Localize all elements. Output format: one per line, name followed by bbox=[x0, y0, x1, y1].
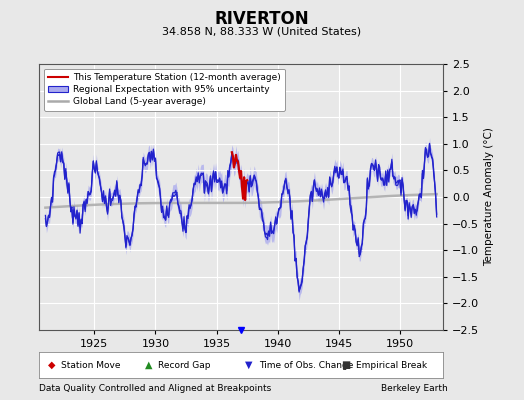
Text: 34.858 N, 88.333 W (United States): 34.858 N, 88.333 W (United States) bbox=[162, 26, 362, 36]
Text: Time of Obs. Change: Time of Obs. Change bbox=[259, 360, 354, 370]
Text: ◆: ◆ bbox=[48, 360, 55, 370]
Text: ▲: ▲ bbox=[145, 360, 152, 370]
Text: Record Gap: Record Gap bbox=[158, 360, 211, 370]
Text: Data Quality Controlled and Aligned at Breakpoints: Data Quality Controlled and Aligned at B… bbox=[39, 384, 271, 393]
Text: ■: ■ bbox=[341, 360, 351, 370]
Y-axis label: Temperature Anomaly (°C): Temperature Anomaly (°C) bbox=[485, 128, 495, 266]
Legend: This Temperature Station (12-month average), Regional Expectation with 95% uncer: This Temperature Station (12-month avera… bbox=[44, 68, 285, 111]
Text: Empirical Break: Empirical Break bbox=[356, 360, 427, 370]
Text: Station Move: Station Move bbox=[61, 360, 121, 370]
Text: Berkeley Earth: Berkeley Earth bbox=[381, 384, 448, 393]
Text: RIVERTON: RIVERTON bbox=[215, 10, 309, 28]
Text: ▼: ▼ bbox=[245, 360, 253, 370]
